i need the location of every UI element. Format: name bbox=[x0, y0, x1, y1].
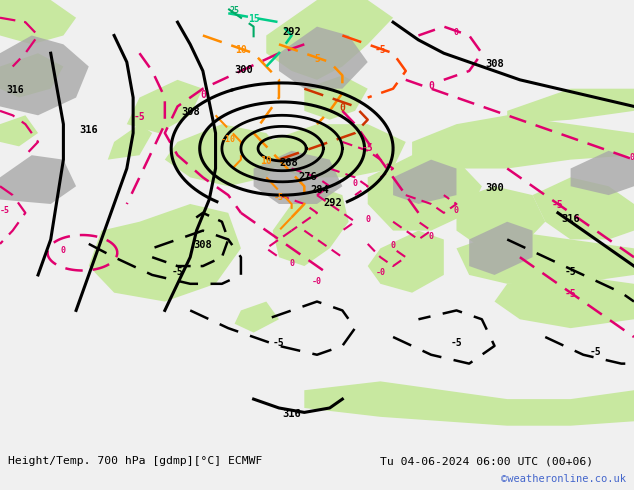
Text: 15: 15 bbox=[248, 14, 259, 24]
Text: Height/Temp. 700 hPa [gdmp][°C] ECMWF: Height/Temp. 700 hPa [gdmp][°C] ECMWF bbox=[8, 456, 262, 466]
Text: 0: 0 bbox=[353, 179, 358, 188]
Text: -5: -5 bbox=[552, 200, 564, 210]
Polygon shape bbox=[304, 75, 368, 120]
Text: 0: 0 bbox=[454, 206, 459, 215]
Polygon shape bbox=[127, 80, 203, 133]
Text: 268: 268 bbox=[279, 158, 298, 168]
Text: 284: 284 bbox=[311, 185, 330, 195]
Text: Tu 04-06-2024 06:00 UTC (00+06): Tu 04-06-2024 06:00 UTC (00+06) bbox=[380, 456, 593, 466]
Text: 0: 0 bbox=[289, 259, 294, 268]
Text: -5: -5 bbox=[134, 112, 145, 122]
Text: 316: 316 bbox=[79, 125, 98, 135]
Text: -0: -0 bbox=[312, 277, 322, 286]
Polygon shape bbox=[0, 0, 76, 44]
Text: 0: 0 bbox=[61, 246, 66, 255]
Text: 276: 276 bbox=[298, 172, 317, 182]
Text: -5: -5 bbox=[273, 338, 285, 348]
Text: 0: 0 bbox=[200, 90, 206, 99]
Text: 0: 0 bbox=[391, 242, 396, 250]
Text: 5: 5 bbox=[314, 54, 320, 64]
Text: -5: -5 bbox=[172, 267, 183, 277]
Polygon shape bbox=[254, 151, 342, 204]
Text: 292: 292 bbox=[323, 198, 342, 208]
Polygon shape bbox=[235, 301, 279, 333]
Text: -5: -5 bbox=[451, 338, 462, 348]
Polygon shape bbox=[108, 124, 152, 160]
Text: 316: 316 bbox=[6, 85, 24, 95]
Polygon shape bbox=[368, 155, 482, 231]
Text: -5: -5 bbox=[565, 289, 576, 299]
Polygon shape bbox=[0, 53, 63, 98]
Text: 0: 0 bbox=[339, 103, 346, 113]
Text: 300: 300 bbox=[485, 183, 504, 193]
Text: 0: 0 bbox=[629, 153, 634, 162]
Text: -5: -5 bbox=[362, 143, 373, 153]
Text: 316: 316 bbox=[282, 409, 301, 419]
Text: 0: 0 bbox=[429, 232, 434, 242]
Text: 292: 292 bbox=[282, 27, 301, 37]
Polygon shape bbox=[89, 204, 241, 301]
Polygon shape bbox=[165, 124, 285, 186]
Text: 308: 308 bbox=[181, 107, 200, 117]
Text: 0: 0 bbox=[365, 215, 370, 224]
Polygon shape bbox=[266, 124, 406, 177]
Polygon shape bbox=[368, 231, 444, 293]
Text: 300: 300 bbox=[235, 65, 254, 75]
Polygon shape bbox=[0, 115, 38, 147]
Text: -5: -5 bbox=[274, 193, 284, 201]
Polygon shape bbox=[533, 177, 634, 240]
Text: -0: -0 bbox=[375, 268, 385, 277]
Polygon shape bbox=[393, 160, 456, 204]
Polygon shape bbox=[456, 186, 545, 248]
Text: 0: 0 bbox=[428, 81, 434, 91]
Text: 316: 316 bbox=[561, 214, 580, 224]
Polygon shape bbox=[279, 26, 368, 89]
Text: 308: 308 bbox=[193, 240, 212, 250]
Polygon shape bbox=[507, 89, 634, 124]
Polygon shape bbox=[0, 155, 76, 204]
Polygon shape bbox=[469, 221, 533, 275]
Text: 308: 308 bbox=[485, 58, 504, 69]
Text: ©weatheronline.co.uk: ©weatheronline.co.uk bbox=[501, 474, 626, 485]
Text: 10: 10 bbox=[261, 156, 272, 166]
Polygon shape bbox=[304, 381, 634, 426]
Polygon shape bbox=[412, 115, 634, 169]
Text: -5: -5 bbox=[590, 347, 602, 357]
Polygon shape bbox=[571, 151, 634, 195]
Polygon shape bbox=[0, 35, 89, 115]
Polygon shape bbox=[273, 186, 349, 266]
Polygon shape bbox=[456, 231, 634, 284]
Polygon shape bbox=[495, 275, 634, 328]
Polygon shape bbox=[266, 0, 393, 80]
Text: 0: 0 bbox=[454, 28, 459, 37]
Text: -10: -10 bbox=[221, 135, 236, 144]
Text: 10: 10 bbox=[235, 45, 247, 55]
Text: 25: 25 bbox=[230, 6, 240, 15]
Text: -5: -5 bbox=[375, 45, 386, 55]
Text: -5: -5 bbox=[565, 267, 576, 277]
Text: -5: -5 bbox=[0, 206, 10, 215]
